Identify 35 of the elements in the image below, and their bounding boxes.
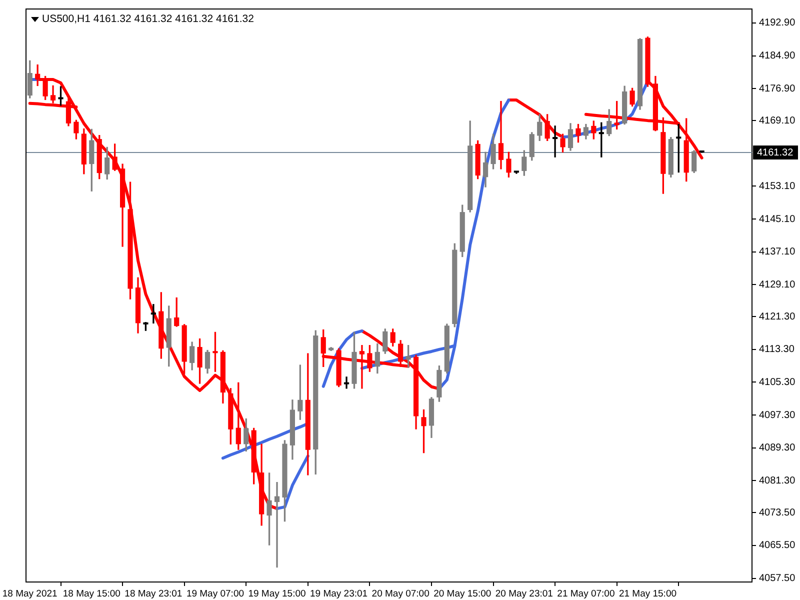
- ref-line-label: 4161.32: [757, 148, 794, 159]
- x-tick-label: 18 May 2021: [2, 588, 58, 600]
- y-tick-label: 4129.10: [759, 279, 796, 290]
- candlestick: [150, 304, 156, 324]
- y-tick-label: 4057.50: [759, 573, 796, 584]
- x-tick-label: 19 May 15:00: [248, 588, 306, 600]
- chart-title: US500,H1 4161.32 4161.32 4161.32 4161.32: [42, 12, 254, 25]
- y-tick-label: 4089.30: [759, 442, 796, 454]
- candlestick: [274, 482, 280, 568]
- x-tick-label: 19 May 23:01: [310, 588, 368, 600]
- x-tick-label: 20 May 23:01: [495, 588, 553, 600]
- x-tick-label: 18 May 23:01: [124, 588, 182, 600]
- y-tick-label: 4097.30: [759, 410, 796, 421]
- y-tick-label: 4073.50: [759, 507, 796, 518]
- y-tick-label: 4145.10: [759, 214, 796, 225]
- x-tick-label: 18 May 15:00: [62, 588, 120, 600]
- y-tick-label: 4065.50: [759, 540, 796, 552]
- candlestick: [498, 100, 504, 170]
- y-tick-label: 4176.90: [759, 83, 796, 94]
- x-tick-label: 19 May 07:00: [186, 588, 244, 600]
- x-tick-label: 21 May 15:00: [618, 588, 677, 600]
- y-tick-label: 4137.10: [759, 246, 796, 258]
- y-tick-label: 4192.90: [759, 18, 796, 29]
- y-tick-label: 4105.30: [759, 377, 796, 388]
- y-tick-label: 4081.30: [759, 475, 796, 486]
- y-tick-label: 4153.10: [759, 180, 796, 192]
- y-tick-label: 4121.30: [759, 311, 796, 322]
- y-tick-label: 4184.90: [759, 50, 796, 62]
- candlestick: [344, 376, 350, 389]
- y-tick-label: 4113.30: [759, 344, 795, 356]
- x-tick-label: 20 May 07:00: [372, 588, 430, 600]
- x-tick-label: 21 May 07:00: [557, 588, 615, 600]
- candlestick: [552, 126, 558, 158]
- y-tick-label: 4169.10: [759, 115, 796, 126]
- x-tick-label: 20 May 15:00: [434, 588, 492, 600]
